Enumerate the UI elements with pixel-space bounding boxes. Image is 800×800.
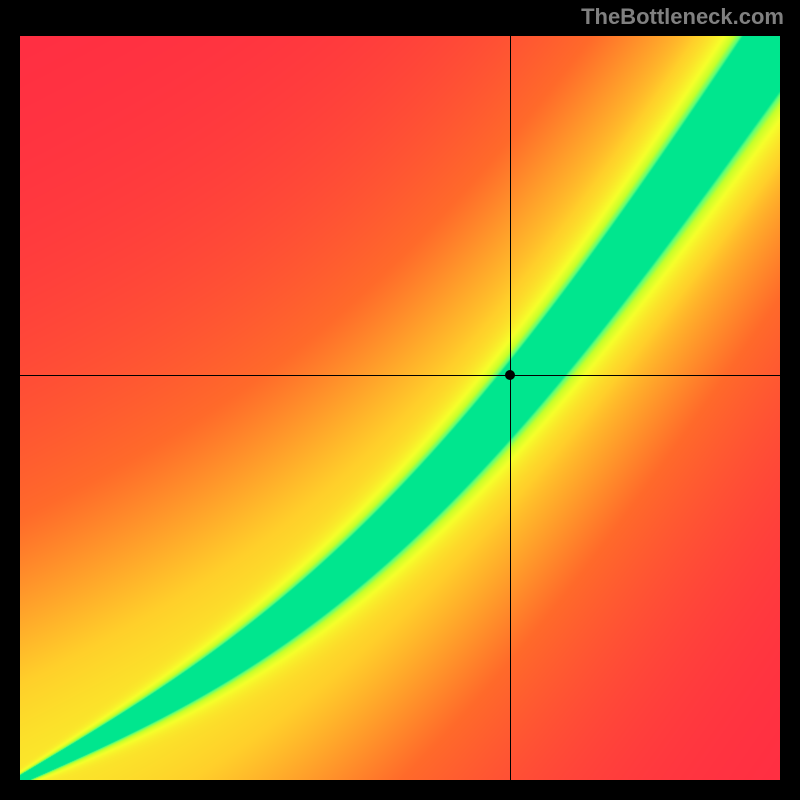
crosshair-marker: [505, 370, 515, 380]
watermark-text: TheBottleneck.com: [581, 4, 784, 30]
crosshair-vertical: [510, 36, 511, 780]
bottleneck-heatmap: [20, 36, 780, 780]
crosshair-horizontal: [20, 375, 780, 376]
plot-area: [20, 36, 780, 780]
